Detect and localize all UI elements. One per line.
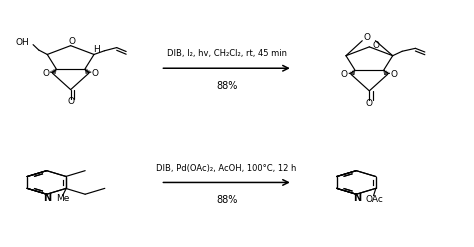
Text: N: N: [353, 193, 361, 203]
Text: OH: OH: [16, 38, 29, 47]
Text: 88%: 88%: [216, 81, 237, 90]
Text: O: O: [68, 37, 75, 46]
Text: DIB, I₂, hv, CH₂Cl₂, rt, 45 min: DIB, I₂, hv, CH₂Cl₂, rt, 45 min: [166, 49, 287, 58]
Text: O: O: [391, 70, 398, 79]
Text: O: O: [67, 97, 74, 106]
Text: OAc: OAc: [366, 195, 384, 204]
Text: 88%: 88%: [216, 195, 237, 205]
Text: H: H: [93, 44, 100, 54]
Text: O: O: [364, 33, 371, 41]
Text: O: O: [92, 69, 99, 78]
Text: Me: Me: [56, 194, 69, 203]
Text: O: O: [366, 99, 373, 108]
Text: O: O: [373, 41, 380, 50]
Text: O: O: [42, 69, 49, 78]
Text: DIB, Pd(OAc)₂, AcOH, 100°C, 12 h: DIB, Pd(OAc)₂, AcOH, 100°C, 12 h: [156, 164, 297, 173]
Text: N: N: [44, 193, 52, 203]
Text: O: O: [341, 70, 348, 79]
